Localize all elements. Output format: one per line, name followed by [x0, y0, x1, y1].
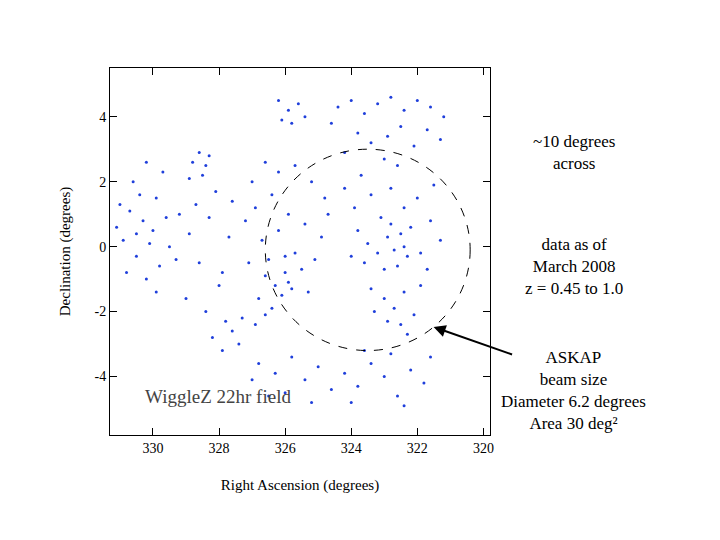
svg-text:Right Ascension (degrees): Right Ascension (degrees)	[221, 477, 379, 494]
svg-text:ASKAPbeam sizeDiameter 6.2 deg: ASKAPbeam sizeDiameter 6.2 degreesArea 3…	[501, 348, 646, 433]
svg-text:2: 2	[99, 175, 106, 190]
svg-text:0: 0	[99, 240, 106, 255]
svg-text:-2: -2	[95, 304, 107, 319]
svg-text:326: 326	[275, 441, 296, 456]
svg-text:320: 320	[473, 441, 494, 456]
svg-text:324: 324	[341, 441, 362, 456]
svg-text:WiggleZ 22hr field: WiggleZ 22hr field	[145, 386, 291, 407]
svg-text:322: 322	[407, 441, 428, 456]
svg-text:~10 degreesacross: ~10 degreesacross	[533, 132, 615, 173]
svg-text:data as ofMarch 2008z = 0.45 t: data as ofMarch 2008z = 0.45 to 1.0	[525, 235, 623, 298]
svg-text:-4: -4	[95, 369, 107, 384]
svg-text:4: 4	[99, 110, 106, 125]
svg-text:328: 328	[209, 441, 230, 456]
svg-text:Declination (degrees): Declination (degrees)	[57, 187, 74, 317]
svg-text:330: 330	[142, 441, 163, 456]
